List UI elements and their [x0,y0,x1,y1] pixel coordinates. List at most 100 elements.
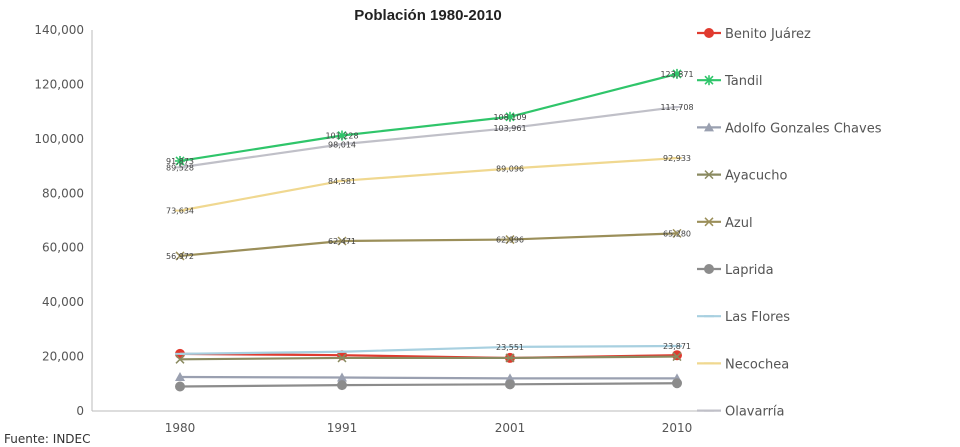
data-point-marker [505,111,515,122]
series-las-flores: 23,551 23,871 [175,342,691,355]
data-point-marker [672,228,682,238]
series-group: 91,873 101,228 108,109 123,871 56,972 62,471 6… [166,68,694,392]
data-label: 62,471 [328,237,356,246]
data-point-marker [175,251,185,261]
data-label: 98,014 [328,140,356,149]
marker-stroke [672,352,682,362]
data-label: 101,228 [325,132,358,141]
marker-stroke [704,170,714,180]
data-label: 92,933 [663,154,691,163]
data-point-marker [337,380,347,391]
y-tick-label: 0 [76,404,84,418]
marker-stroke [505,235,515,245]
data-point-marker [704,264,714,274]
data-label: 23,871 [663,342,691,351]
series-line [179,355,678,361]
legend-item: Las Flores [697,310,790,325]
data-point-marker [672,352,682,362]
series-line [179,375,677,380]
data-point-marker [704,75,714,86]
series-ayacucho [175,352,682,364]
legend-label: Olavarría [725,405,785,420]
data-label: 56,972 [166,252,194,261]
data-label: 23,551 [496,343,524,352]
series-adolfo-gonzales-chaves [175,371,682,383]
series-laprida [175,378,682,392]
marker-stroke [337,236,347,246]
x-axis-ticks: 1980 1991 2001 2010 [165,421,693,435]
data-point-marker [505,353,515,363]
legend-item: Necochea [697,357,789,372]
legend-item: Laprida [697,263,774,278]
marker-stroke [672,228,682,238]
legend-item: Tandil [697,74,762,89]
marker-stroke [505,353,515,363]
data-label: 62,996 [496,236,524,245]
legend-label: Necochea [725,357,789,372]
data-point-marker [505,235,515,245]
data-label: 91,873 [166,157,194,166]
legend-item: Adolfo Gonzales Chaves [697,121,882,136]
x-tick-label: 2001 [495,421,526,435]
marker-stroke [704,217,714,227]
data-point-marker [175,381,185,392]
series-line [179,156,678,212]
legend-label: Tandil [724,74,762,89]
marker-stroke [175,354,185,364]
data-point-marker [672,378,682,389]
data-point-marker [175,354,185,364]
x-tick-label: 1980 [165,421,196,435]
data-point-marker [175,371,185,381]
series-azul: 56,972 62,471 62,996 65,280 [166,228,691,261]
marker-stroke [337,130,347,141]
data-label: 103,961 [493,124,526,133]
marker-stroke [175,251,185,261]
data-label: 89,528 [166,163,194,172]
series-line [179,382,678,388]
y-tick-label: 140,000 [34,23,84,37]
data-point-marker [704,122,714,132]
series-line [179,105,678,169]
data-label: 65,280 [663,229,691,238]
x-tick-label: 1991 [327,421,358,435]
series-line [179,344,678,355]
legend-label: Azul [725,216,753,231]
series-necochea: 73,634 84,581 89,096 92,933 [166,154,691,216]
data-label: 123,871 [660,70,693,79]
legend-label: Benito Juárez [725,27,811,42]
data-point-marker [672,350,682,361]
legend-item: Olavarría [697,405,785,420]
y-tick-label: 100,000 [34,132,84,146]
source-note: Fuente: INDEC [4,432,91,446]
y-tick-label: 80,000 [42,186,84,200]
legend-label: Adolfo Gonzales Chaves [725,121,882,136]
legend-item: Ayacucho [697,169,787,184]
y-tick-label: 20,000 [42,350,84,364]
data-point-marker [704,217,714,227]
chart-title: Población 1980-2010 [354,7,502,24]
data-point-marker [337,130,347,141]
data-label: 84,581 [328,177,356,186]
y-tick-label: 60,000 [42,241,84,255]
series-olavarr-a: 89,528 98,014 103,961 111,708 [166,103,694,172]
marker-stroke [175,156,185,166]
legend-label: Laprida [725,263,774,278]
legend-label: Las Flores [725,310,790,325]
data-label: 111,708 [660,103,693,112]
data-label: 73,634 [166,207,194,216]
y-tick-label: 120,000 [34,77,84,91]
marker-stroke [672,69,682,79]
data-label: 89,096 [496,165,524,174]
legend-item: Benito Juárez [697,27,811,42]
marker-stroke [505,112,515,122]
y-tick-label: 40,000 [42,295,84,309]
marker-stroke [704,75,714,85]
data-point-marker [175,155,185,166]
series-benito-ju-rez [175,348,682,363]
x-tick-label: 2010 [662,421,693,435]
series-line [179,232,678,258]
data-point-marker [337,353,347,363]
y-axis-ticks: 0 20,000 40,000 60,000 80,000 100,000 120,000 1… [34,23,84,418]
data-point-marker [337,236,347,246]
data-point-marker [704,170,714,180]
